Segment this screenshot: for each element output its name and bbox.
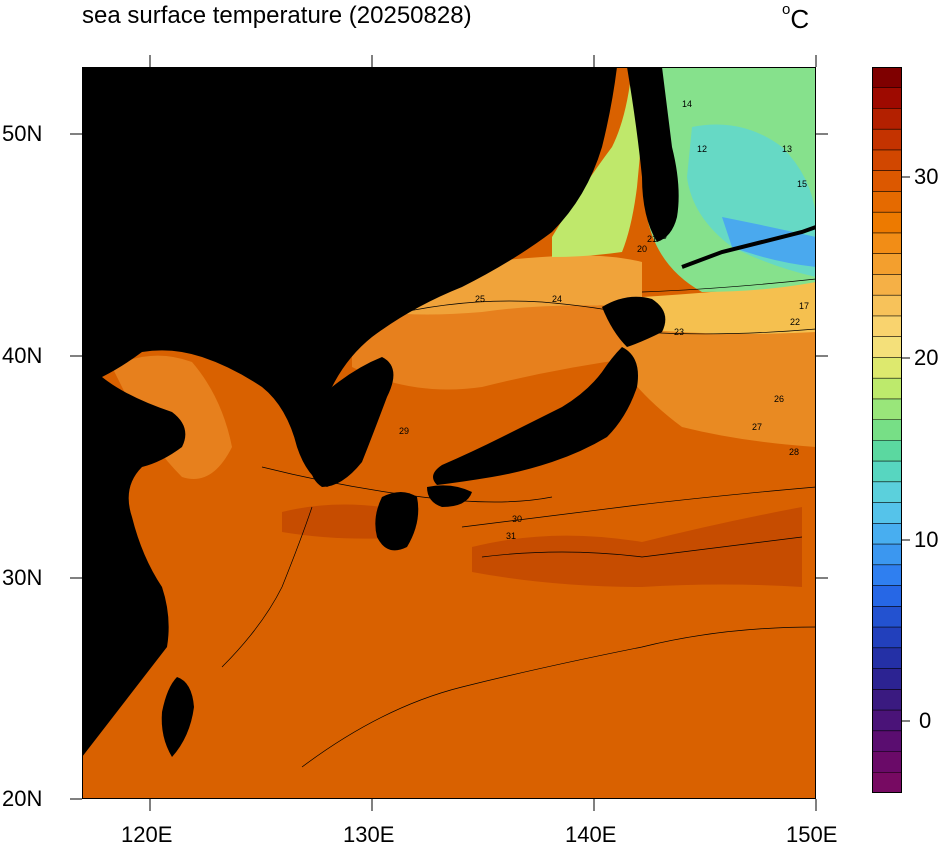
contour-23	[641, 328, 816, 335]
cold-tatar-strait	[552, 67, 652, 257]
colorbar-segment	[872, 87, 902, 109]
contour-label: 26	[774, 394, 784, 404]
colorbar-segment	[872, 212, 902, 234]
colorbar-segment	[872, 398, 902, 421]
contour-label: 20	[637, 244, 647, 254]
contour-label: 13	[782, 144, 792, 154]
lat-label-30n: 30N	[2, 565, 43, 590]
land-kurils	[681, 225, 816, 269]
colorbar-segment	[872, 108, 902, 130]
contour-31	[481, 536, 803, 558]
colorbar-segment	[872, 440, 902, 462]
colorbar-segment	[872, 232, 902, 255]
colorbar-frame	[872, 67, 902, 793]
sst-map: 14 13 15 12 24 23 25 17 22 28 26 27 29 3…	[82, 67, 816, 799]
colorbar-segment	[872, 585, 902, 607]
mild-sea-japan	[352, 294, 642, 390]
contour-label: 31	[506, 531, 516, 541]
contour-29	[261, 466, 553, 503]
colorbar-segment	[872, 668, 902, 690]
colorbar-segment	[872, 730, 902, 753]
lon-label-140e: 140E	[565, 822, 617, 847]
contour-label: 15	[797, 179, 807, 189]
unit-label: oC	[782, 1, 810, 35]
contour-label: 19	[657, 231, 667, 241]
colorbar-segment	[872, 336, 902, 358]
cbar-label-10: 10	[914, 527, 939, 552]
colorbar-segment	[872, 627, 902, 649]
sst-map-canvas: 14 13 15 12 24 23 25 17 22 28 26 27 29 3…	[82, 67, 816, 799]
contour-label: 24	[552, 294, 562, 304]
colorbar-segment	[872, 295, 902, 317]
cbar-label-30: 30	[914, 164, 939, 189]
colorbar-segment	[872, 129, 902, 151]
contour-label: 23	[674, 327, 684, 337]
contour-label: 14	[682, 99, 692, 109]
cool-oyashio	[642, 282, 816, 334]
contour-26	[381, 300, 643, 318]
map-frame	[82, 67, 816, 799]
contour-label: 17	[799, 301, 809, 311]
colorbar-segment	[872, 315, 902, 338]
land-kyushu	[375, 492, 419, 551]
mild-pacific	[622, 317, 816, 447]
lon-label-130e: 130E	[343, 822, 395, 847]
contour-label: 22	[790, 317, 800, 327]
colorbar-segment	[872, 502, 902, 524]
colorbar-segment	[872, 149, 902, 172]
colorbar	[872, 67, 902, 793]
land-shikoku	[427, 485, 472, 507]
colorbar-segment	[872, 419, 902, 441]
unit-degree: o	[782, 1, 791, 19]
contour-30-south	[301, 626, 816, 768]
land-honshu	[433, 347, 638, 485]
colorbar-segment	[872, 544, 902, 566]
contour-label: 30	[512, 514, 522, 524]
contour-label: 25	[475, 294, 485, 304]
land-asia	[82, 67, 617, 757]
colorbar-segment	[872, 564, 902, 587]
land-korea	[310, 357, 394, 487]
unit-letter: C	[790, 4, 810, 34]
map-title: sea surface temperature (20250828)	[82, 2, 472, 29]
colorbar-segment	[872, 274, 902, 296]
contour-label: 12	[697, 144, 707, 154]
contour-coast-29	[221, 506, 313, 668]
warm-band-31	[472, 507, 802, 587]
contour-label: 29	[399, 426, 409, 436]
lon-label-150e: 150E	[786, 822, 838, 847]
land-sakhalin	[627, 67, 679, 242]
colorbar-segment	[872, 772, 902, 793]
land-hokkaido	[602, 296, 666, 347]
colorbar-segment	[872, 710, 902, 732]
colorbar-segment	[872, 523, 902, 545]
colorbar-segment	[872, 191, 902, 213]
colorbar-segment	[872, 606, 902, 628]
colorbar-segment	[872, 357, 902, 379]
cbar-label-0: 0	[919, 708, 932, 733]
colorbar-segment	[872, 378, 902, 400]
colorbar-segment	[872, 170, 902, 192]
colorbar-segment	[872, 751, 902, 773]
lat-label-50n: 50N	[2, 121, 43, 146]
colorbar-segment	[872, 461, 902, 483]
land-taiwan	[161, 677, 194, 757]
lat-label-20n: 20N	[2, 786, 43, 811]
contour-label: 21	[647, 234, 657, 244]
colorbar-segment	[872, 67, 902, 89]
contour-label: 27	[752, 422, 762, 432]
colorbar-segment	[872, 253, 902, 275]
cbar-label-20: 20	[914, 345, 939, 370]
colorbar-segment	[872, 647, 902, 670]
lon-label-120e: 120E	[121, 822, 173, 847]
contour-30	[461, 486, 816, 528]
contour-label: 28	[789, 447, 799, 457]
colorbar-segment	[872, 481, 902, 504]
contour-17	[641, 278, 816, 293]
lat-label-40n: 40N	[2, 343, 43, 368]
colorbar-segment	[872, 689, 902, 711]
